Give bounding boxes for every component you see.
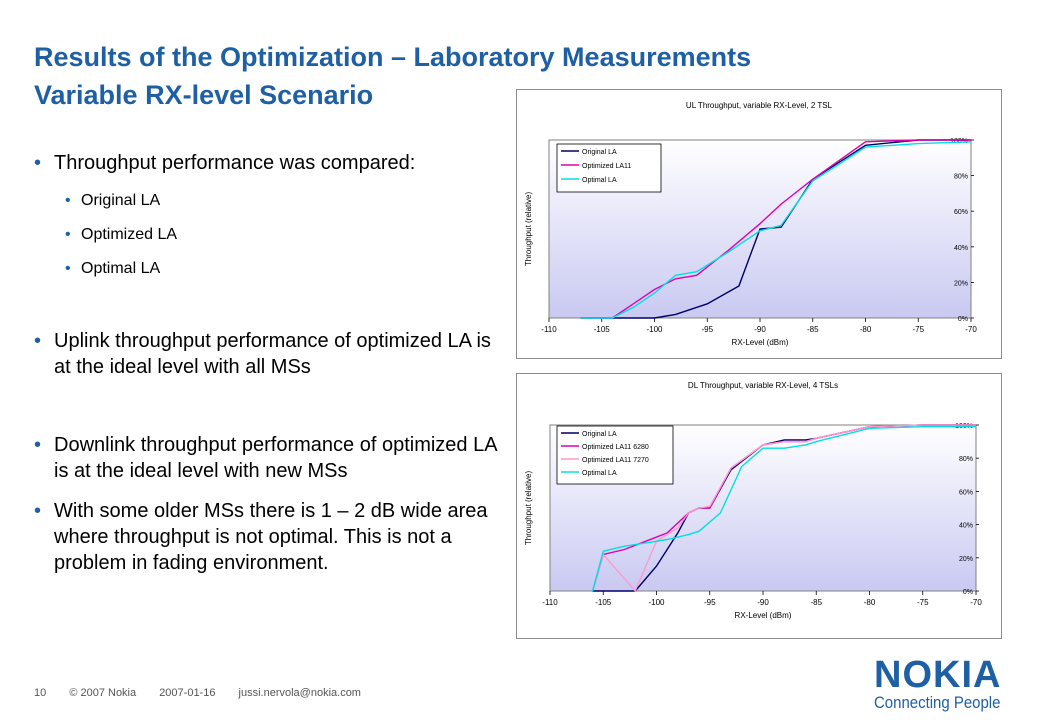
sub-bullet-item: Optimal LA bbox=[34, 258, 504, 280]
y-tick-label: 80% bbox=[959, 456, 973, 463]
x-tick-label: -75 bbox=[917, 598, 929, 607]
x-axis-label: RX-Level (dBm) bbox=[732, 338, 789, 347]
y-tick-label: 100% bbox=[950, 138, 968, 145]
x-tick-label: -75 bbox=[912, 325, 924, 334]
x-tick-label: -70 bbox=[965, 325, 977, 334]
legend-entry: Optimized LA11 6280 bbox=[582, 444, 649, 451]
chart-title: UL Throughput, variable RX-Level, 2 TSL bbox=[686, 101, 833, 110]
y-tick-label: 20% bbox=[959, 556, 973, 563]
logo-tagline: Connecting People bbox=[874, 693, 1001, 712]
dl-chart-svg: DL Throughput, variable RX-Level, 4 TSLs… bbox=[524, 381, 982, 620]
nokia-logo: NOKIA Connecting People bbox=[874, 656, 1024, 712]
x-tick-label: -80 bbox=[860, 325, 872, 334]
y-tick-label: 60% bbox=[954, 209, 968, 216]
y-tick-label: 20% bbox=[954, 280, 968, 287]
x-axis-label: RX-Level (dBm) bbox=[735, 611, 792, 620]
legend-box bbox=[556, 143, 662, 193]
x-tick-label: -80 bbox=[864, 598, 876, 607]
series-line-4 bbox=[591, 426, 976, 592]
x-tick-label: -100 bbox=[648, 598, 665, 607]
legend-entry: Optimal LA bbox=[582, 470, 617, 477]
x-tick-label: -95 bbox=[704, 598, 716, 607]
series-line-2 bbox=[580, 139, 971, 319]
bullet-list: Throughput performance was compared: Ori… bbox=[34, 150, 504, 576]
y-tick-label: 40% bbox=[959, 523, 973, 530]
y-tick-label: 60% bbox=[959, 489, 973, 496]
x-tick-label: -100 bbox=[646, 325, 663, 334]
ul-throughput-chart: UL Throughput, variable RX-Level, 2 TSL -… bbox=[516, 89, 1002, 359]
slide-title: Results of the Optimization – Laboratory… bbox=[34, 38, 1014, 114]
chart-title: DL Throughput, variable RX-Level, 4 TSLs bbox=[688, 381, 838, 390]
y-axis-label: Throughput (relative) bbox=[524, 471, 533, 546]
x-tick-label: -105 bbox=[595, 598, 612, 607]
legend-entry: Optimized LA11 7270 bbox=[582, 457, 649, 464]
x-tick-label: -85 bbox=[807, 325, 819, 334]
title-line-2: Variable RX-level Scenario bbox=[34, 80, 374, 110]
sub-bullet-item: Original LA bbox=[34, 190, 504, 212]
y-tick-label: 0% bbox=[958, 316, 968, 323]
legend-box bbox=[556, 425, 674, 485]
series-line-3 bbox=[580, 141, 972, 319]
x-tick-label: -70 bbox=[970, 598, 982, 607]
y-axis-label: Throughput (relative) bbox=[524, 192, 533, 267]
bullet-item: Throughput performance was compared: bbox=[34, 150, 504, 176]
page-number: 10 bbox=[34, 687, 47, 699]
footer: 10 © 2007 Nokia 2007-01-16 jussi.nervola… bbox=[34, 687, 381, 699]
y-tick-label: 0% bbox=[963, 589, 973, 596]
bullet-item: Uplink throughput performance of optimiz… bbox=[34, 328, 504, 380]
x-tick-label: -85 bbox=[810, 598, 822, 607]
logo-wordmark: NOKIA bbox=[874, 654, 1002, 696]
x-tick-label: -95 bbox=[701, 325, 713, 334]
sub-bullet-item: Optimized LA bbox=[34, 224, 504, 246]
legend-entry: Original LA bbox=[582, 149, 617, 156]
series-line-1 bbox=[580, 139, 971, 319]
x-tick-label: -110 bbox=[542, 598, 558, 607]
series-line-3 bbox=[591, 424, 976, 593]
y-tick-label: 40% bbox=[954, 245, 968, 252]
bullet-item: With some older MSs there is 1 – 2 dB wi… bbox=[34, 498, 504, 576]
y-tick-label: 80% bbox=[954, 174, 968, 181]
ul-chart-svg: UL Throughput, variable RX-Level, 2 TSL -… bbox=[524, 101, 977, 347]
legend-entry: Optimized LA11 bbox=[582, 163, 631, 170]
legend-entry: Optimal LA bbox=[582, 177, 617, 184]
bullet-item: Downlink throughput performance of optim… bbox=[34, 432, 504, 484]
footer-date: 2007-01-16 bbox=[159, 687, 216, 699]
x-tick-label: -110 bbox=[541, 325, 557, 334]
x-tick-label: -90 bbox=[757, 598, 769, 607]
legend-entry: Original LA bbox=[582, 431, 617, 438]
footer-email: jussi.nervola@nokia.com bbox=[238, 687, 361, 699]
dl-throughput-chart: DL Throughput, variable RX-Level, 4 TSLs… bbox=[516, 373, 1002, 639]
x-tick-label: -105 bbox=[594, 325, 611, 334]
copyright: © 2007 Nokia bbox=[69, 687, 137, 699]
title-line-1: Results of the Optimization – Laboratory… bbox=[34, 42, 752, 72]
x-tick-label: -90 bbox=[754, 325, 766, 334]
